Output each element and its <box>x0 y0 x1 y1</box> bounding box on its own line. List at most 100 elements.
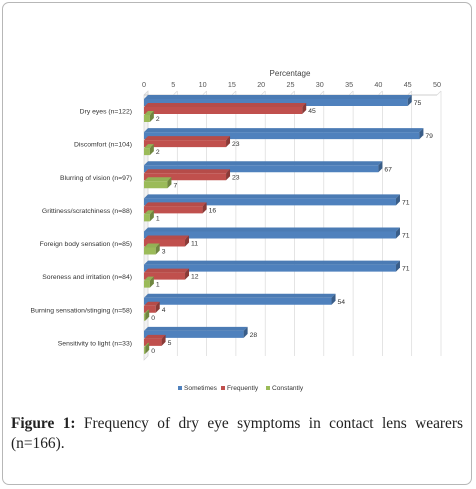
data-label: 1 <box>156 215 160 222</box>
bar-side <box>161 334 166 346</box>
bar-front <box>144 148 150 156</box>
bar-side <box>185 268 190 280</box>
bar-side <box>226 169 231 181</box>
data-label: 71 <box>402 266 410 273</box>
bar-side <box>395 260 400 272</box>
legend-swatch <box>221 386 225 390</box>
category-label: Grittiness/scratchiness (n=88) <box>42 208 132 215</box>
bar-top <box>144 128 424 133</box>
figure-frame <box>2 2 472 485</box>
data-label: 11 <box>191 241 198 248</box>
data-label: 67 <box>384 166 392 173</box>
bar-front <box>144 107 303 114</box>
bar-top <box>144 111 154 115</box>
bar-side <box>185 235 190 247</box>
x-tick-label: 45 <box>404 80 412 89</box>
bar: 45 <box>144 103 316 115</box>
bar-front <box>144 239 186 247</box>
x-tick-label: 35 <box>345 80 353 89</box>
bar-top <box>144 227 400 232</box>
bar-side <box>149 210 154 222</box>
category-label: Dry eyes (n=122) <box>80 109 132 116</box>
gridline-top <box>202 90 207 96</box>
axis-title: Percentage <box>270 69 311 78</box>
category-label: Discomfort (n=104) <box>74 142 132 149</box>
x-axis-ticks: 0 5 10 15 20 25 30 35 40 45 50 <box>142 80 441 89</box>
bar-side <box>302 103 307 114</box>
category-label: Sensitivity to light (n=33) <box>58 340 132 347</box>
bar: 67 <box>144 161 392 173</box>
gridline-top <box>173 90 178 96</box>
bar-side <box>149 111 154 122</box>
data-label: 28 <box>250 332 258 339</box>
bar: 12 <box>144 268 199 281</box>
bar-side <box>331 293 336 305</box>
legend-label: Frequently <box>227 385 259 392</box>
x-tick-label: 30 <box>316 80 324 89</box>
gridline-top <box>143 90 149 96</box>
bar-front <box>144 280 150 288</box>
bar: 16 <box>144 202 216 214</box>
bar-front <box>144 247 156 255</box>
bar-top <box>144 268 190 273</box>
bar-front <box>144 264 396 272</box>
bar-front <box>144 330 244 338</box>
bar: 23 <box>144 136 240 148</box>
bar-top <box>144 177 172 182</box>
bar-top <box>144 95 412 99</box>
figure-caption: Figure 1: Frequency of dry eye symptoms … <box>11 414 463 454</box>
bar-side <box>395 194 400 206</box>
bar-front <box>144 305 156 313</box>
bar: 23 <box>144 169 240 181</box>
x-tick-label: 40 <box>374 80 382 89</box>
bar-top <box>144 103 307 107</box>
bar-side <box>419 128 424 140</box>
bar-top <box>144 136 231 141</box>
x-tick-label: 5 <box>171 80 175 89</box>
x-tick-label: 10 <box>199 80 207 89</box>
bar-top <box>144 243 160 248</box>
bar-side <box>149 144 154 156</box>
bar-top <box>144 194 400 199</box>
bar-front <box>144 132 420 140</box>
data-label: 23 <box>232 174 240 181</box>
bar-side <box>202 202 207 214</box>
data-label: 16 <box>209 207 217 214</box>
category-label: Soreness and irritation (n=84) <box>42 274 132 281</box>
bar-front <box>144 346 146 354</box>
category-label: Blurring of vision (n=97) <box>60 175 132 182</box>
bar-front <box>144 140 227 148</box>
gridline-top <box>378 90 383 96</box>
data-label: 71 <box>402 199 410 206</box>
bar-top <box>144 342 150 347</box>
bar: 7 <box>144 177 177 189</box>
bar-front <box>144 272 186 280</box>
x-tick-label: 15 <box>228 80 236 89</box>
bar-front <box>144 338 162 346</box>
bar-top <box>144 202 207 207</box>
data-label: 54 <box>338 299 346 306</box>
gridline-top <box>260 90 266 96</box>
bar: 1 <box>144 210 160 222</box>
bar-side <box>243 326 248 338</box>
category-label: Foreign body sensation (n=85) <box>40 241 132 248</box>
bar-top <box>144 210 154 215</box>
bar-front <box>144 214 150 222</box>
bar: 0 <box>144 309 155 322</box>
bar-side <box>155 243 160 255</box>
data-label: 0 <box>151 348 155 355</box>
bar-top <box>144 169 231 174</box>
bar: 3 <box>144 243 166 256</box>
bar-side <box>155 301 160 313</box>
legend-swatch <box>266 386 270 390</box>
bar-side <box>145 342 150 354</box>
bar-side <box>226 136 231 148</box>
bar-top <box>144 334 166 339</box>
bar-chart: Percentage 0 5 10 15 20 25 30 35 40 45 50 75452792… <box>31 69 442 392</box>
data-label: 2 <box>156 116 160 123</box>
bar: 2 <box>144 144 160 156</box>
bar: 11 <box>144 235 198 248</box>
bar-top <box>144 235 190 240</box>
data-label: 23 <box>232 141 240 148</box>
category-label: Burning sensation/stinging (n=58) <box>31 307 132 314</box>
